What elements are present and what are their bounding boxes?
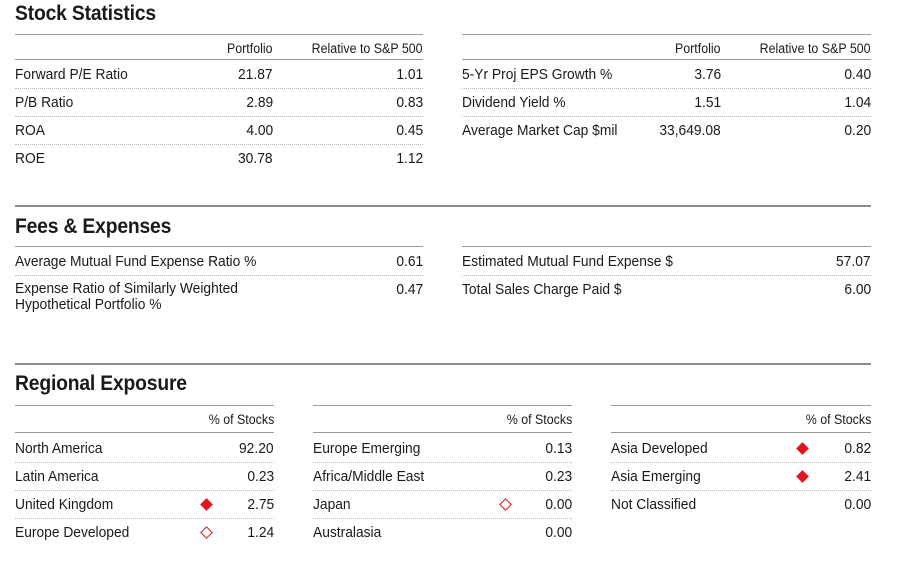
stat-portfolio: 30.78 [238,150,273,167]
row-divider [611,490,871,491]
stat-label: ROA [15,122,45,139]
header-rule [611,432,871,433]
region-value: 0.82 [844,440,871,457]
stat-relative: 0.20 [844,122,871,139]
section-rule [313,405,572,406]
region-label: Australasia [313,524,382,541]
region-label: Latin America [15,468,99,485]
region-value: 2.75 [247,496,274,513]
region-label: Africa/Middle East [313,468,425,485]
region-value: 0.23 [247,468,274,485]
region-label: United Kingdom [15,496,114,513]
section-divider [15,363,871,365]
relative-header: Relative to S&P 500 [760,41,871,56]
filled-diamond-icon [796,442,809,455]
stat-relative: 0.40 [844,66,871,83]
row-divider [313,490,572,491]
stat-portfolio: 3.76 [694,66,721,83]
fees-title: Fees & Expenses [15,215,172,238]
pct-stocks-header: % of Stocks [805,412,871,427]
stat-label: 5-Yr Proj EPS Growth % [462,66,613,83]
region-label: Asia Developed [611,440,708,457]
stat-label: ROE [15,150,45,167]
stat-label: P/B Ratio [15,94,74,111]
stat-label: Forward P/E Ratio [15,66,128,83]
header-rule [15,59,423,60]
stat-relative: 0.45 [396,122,423,139]
filled-diamond-icon [796,470,809,483]
row-divider [15,518,274,519]
portfolio-header: Portfolio [227,41,273,56]
row-divider [611,462,871,463]
stat-portfolio: 33,649.08 [659,122,721,139]
fee-label: Expense Ratio of Similarly Weighted Hypo… [15,281,238,313]
stat-relative: 0.83 [396,94,423,111]
row-divider [313,518,572,519]
row-divider [462,275,871,276]
region-label: Not Classified [611,496,697,513]
region-label: Europe Emerging [313,440,421,457]
section-divider [15,205,871,207]
row-divider [462,116,871,117]
region-value: 0.00 [545,524,572,541]
portfolio-header: Portfolio [675,41,721,56]
header-rule [15,432,274,433]
row-divider [15,144,423,145]
fee-label: Average Mutual Fund Expense Ratio % [15,253,257,270]
stat-portfolio: 21.87 [238,66,273,83]
section-rule [15,246,423,247]
fee-value: 57.07 [836,253,871,270]
pct-stocks-header: % of Stocks [208,412,274,427]
row-divider [15,116,423,117]
fee-value: 6.00 [844,281,871,298]
region-value: 2.41 [844,468,871,485]
stat-label: Average Market Cap $mil [462,122,618,139]
fee-label: Estimated Mutual Fund Expense $ [462,253,673,270]
section-rule [462,34,871,35]
region-label: Europe Developed [15,524,130,541]
row-divider [462,88,871,89]
stat-relative: 1.04 [844,94,871,111]
fee-label-line1: Expense Ratio of Similarly Weighted [15,280,238,297]
header-rule [462,59,871,60]
row-divider [15,275,423,276]
regional-title: Regional Exposure [15,372,187,395]
section-rule [462,246,871,247]
fee-label-line2: Hypothetical Portfolio % [15,296,162,313]
region-value: 0.00 [545,496,572,513]
stat-portfolio: 1.51 [694,94,721,111]
header-rule [313,432,572,433]
row-divider [15,462,274,463]
section-rule [611,405,871,406]
region-value: 0.23 [545,468,572,485]
section-rule [15,34,423,35]
hollow-diamond-icon [499,498,512,511]
region-value: 1.24 [247,524,274,541]
region-value: 0.00 [844,496,871,513]
row-divider [15,88,423,89]
stock-statistics-title: Stock Statistics [15,2,156,25]
stat-portfolio: 2.89 [246,94,273,111]
stat-portfolio: 4.00 [246,122,273,139]
row-divider [313,462,572,463]
filled-diamond-icon [200,498,213,511]
region-value: 0.13 [545,440,572,457]
row-divider [15,490,274,491]
fee-value: 0.47 [396,281,423,298]
section-rule [15,405,274,406]
hollow-diamond-icon [200,526,213,539]
fee-label: Total Sales Charge Paid $ [462,281,622,298]
region-label: Asia Emerging [611,468,701,485]
pct-stocks-header: % of Stocks [506,412,572,427]
fee-value: 0.61 [396,253,423,270]
region-label: Japan [313,496,351,513]
stat-relative: 1.01 [396,66,423,83]
stat-label: Dividend Yield % [462,94,566,111]
stat-relative: 1.12 [396,150,423,167]
region-label: North America [15,440,103,457]
relative-header: Relative to S&P 500 [312,41,423,56]
region-value: 92.20 [239,440,274,457]
